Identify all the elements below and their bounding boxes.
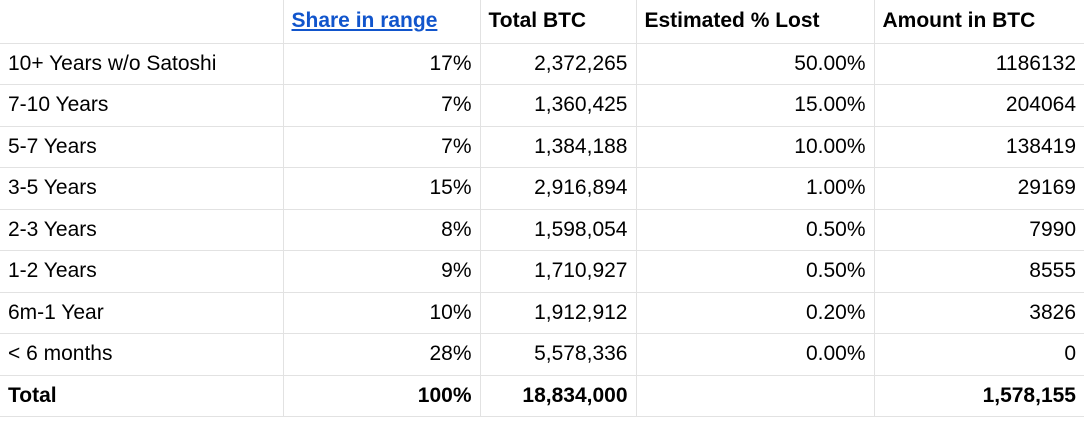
total-btc-sum-cell: 18,834,000	[480, 375, 637, 417]
total-btc-cell: 1,598,054	[480, 209, 637, 251]
share-cell: 7%	[283, 84, 481, 127]
table-row: 3-5 Years 15% 2,916,894 1.00% 29169	[0, 167, 1084, 210]
row-label-cell: 3-5 Years	[0, 167, 284, 210]
amount-cell: 138419	[874, 126, 1084, 168]
row-label-cell: 5-7 Years	[0, 126, 284, 168]
est-lost-cell: 0.50%	[636, 209, 875, 251]
est-lost-cell: 0.20%	[636, 292, 875, 334]
share-cell: 7%	[283, 126, 481, 168]
total-row: Total 100% 18,834,000 1,578,155	[0, 375, 1084, 417]
table-row: < 6 months 28% 5,578,336 0.00% 0	[0, 333, 1084, 376]
amount-cell: 204064	[874, 84, 1084, 127]
total-btc-cell: 1,360,425	[480, 84, 637, 127]
table-row: 10+ Years w/o Satoshi 17% 2,372,265 50.0…	[0, 43, 1084, 85]
total-amount-cell: 1,578,155	[874, 375, 1084, 417]
header-amount-in-btc: Amount in BTC	[874, 0, 1084, 44]
total-est-lost-cell	[636, 375, 875, 417]
row-label-cell: 6m-1 Year	[0, 292, 284, 334]
total-share-cell: 100%	[283, 375, 481, 417]
amount-cell: 1186132	[874, 43, 1084, 85]
row-label-cell: 7-10 Years	[0, 84, 284, 127]
amount-cell: 7990	[874, 209, 1084, 251]
total-label-cell: Total	[0, 375, 284, 417]
amount-cell: 3826	[874, 292, 1084, 334]
total-btc-cell: 5,578,336	[480, 333, 637, 376]
table-row: 5-7 Years 7% 1,384,188 10.00% 138419	[0, 126, 1084, 168]
est-lost-cell: 0.00%	[636, 333, 875, 376]
est-lost-cell: 10.00%	[636, 126, 875, 168]
row-label-cell: 2-3 Years	[0, 209, 284, 251]
table-row: 2-3 Years 8% 1,598,054 0.50% 7990	[0, 209, 1084, 251]
share-cell: 8%	[283, 209, 481, 251]
est-lost-cell: 15.00%	[636, 84, 875, 127]
total-btc-cell: 1,710,927	[480, 250, 637, 293]
est-lost-cell: 50.00%	[636, 43, 875, 85]
header-row: Share in range Total BTC Estimated % Los…	[0, 0, 1084, 44]
total-btc-cell: 1,912,912	[480, 292, 637, 334]
row-label-cell: 10+ Years w/o Satoshi	[0, 43, 284, 85]
row-label-cell: 1-2 Years	[0, 250, 284, 293]
est-lost-cell: 1.00%	[636, 167, 875, 210]
header-estimated-pct-lost: Estimated % Lost	[636, 0, 875, 44]
amount-cell: 0	[874, 333, 1084, 376]
table-row: 1-2 Years 9% 1,710,927 0.50% 8555	[0, 250, 1084, 293]
header-total-btc: Total BTC	[480, 0, 637, 44]
amount-cell: 29169	[874, 167, 1084, 210]
total-btc-cell: 1,384,188	[480, 126, 637, 168]
share-cell: 10%	[283, 292, 481, 334]
share-in-range-link[interactable]: Share in range	[291, 9, 438, 33]
amount-cell: 8555	[874, 250, 1084, 293]
share-cell: 15%	[283, 167, 481, 210]
share-cell: 28%	[283, 333, 481, 376]
row-label-cell: < 6 months	[0, 333, 284, 376]
table-row: 6m-1 Year 10% 1,912,912 0.20% 3826	[0, 292, 1084, 334]
share-cell: 17%	[283, 43, 481, 85]
share-cell: 9%	[283, 250, 481, 293]
header-share-in-range: Share in range	[283, 0, 481, 44]
total-btc-cell: 2,916,894	[480, 167, 637, 210]
table-row: 7-10 Years 7% 1,360,425 15.00% 204064	[0, 84, 1084, 127]
total-btc-cell: 2,372,265	[480, 43, 637, 85]
header-blank-cell	[0, 0, 284, 44]
est-lost-cell: 0.50%	[636, 250, 875, 293]
